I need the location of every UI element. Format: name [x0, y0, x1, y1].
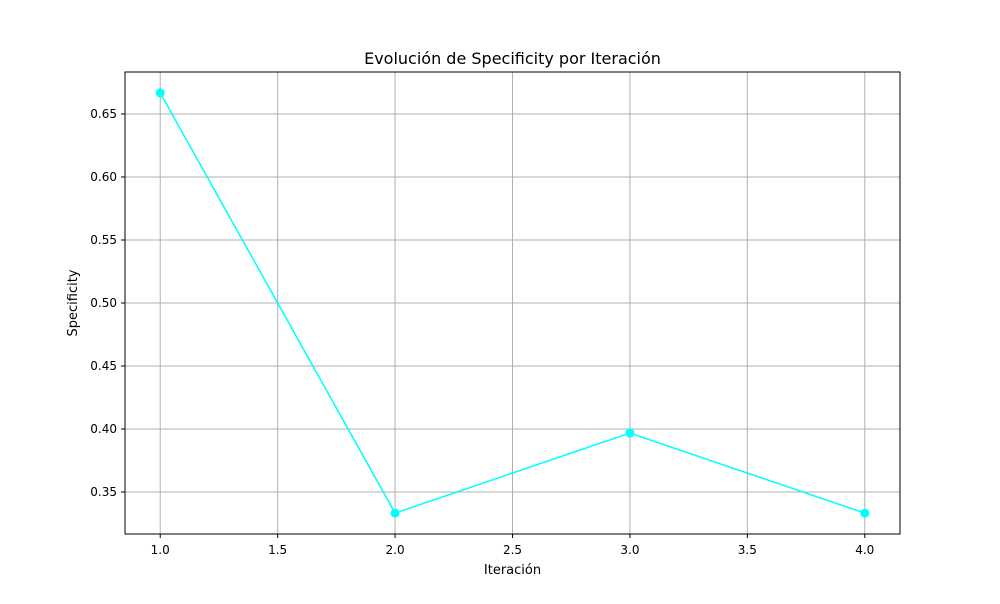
plot-area-frame	[124, 71, 901, 535]
data-point-marker	[390, 508, 400, 518]
series-line	[159, 92, 866, 514]
axis-ticks: 1.0 1.5 2.0 2.5 3.0 3.5 4.0 0.35 0.40 0.45 0.50 0.5…	[90, 107, 874, 557]
y-tick-label: 0.35	[90, 485, 117, 499]
series-layer	[155, 88, 870, 518]
data-point-marker	[625, 428, 635, 438]
x-tick-label: 1.0	[151, 543, 170, 557]
x-tick-label: 1.5	[268, 543, 287, 557]
x-tick-label: 3.0	[620, 543, 639, 557]
x-tick-label: 4.0	[855, 543, 874, 557]
y-tick-label: 0.60	[90, 170, 117, 184]
y-tick-label: 0.45	[90, 359, 117, 373]
chart-title: Evolución de Specificity por Iteración	[364, 49, 661, 68]
y-tick-label: 0.50	[90, 296, 117, 310]
x-axis-label: Iteración	[484, 563, 541, 578]
x-tick-label: 2.0	[386, 543, 405, 557]
y-axis-label: Specificity	[66, 269, 81, 336]
data-point-marker	[155, 88, 165, 98]
y-tick-label: 0.40	[90, 422, 117, 436]
x-tick-label: 2.5	[503, 543, 522, 557]
grid-lines	[125, 72, 900, 534]
x-tick-label: 3.5	[738, 543, 757, 557]
y-tick-label: 0.55	[90, 233, 117, 247]
data-point-marker	[860, 508, 870, 518]
y-tick-label: 0.65	[90, 107, 117, 121]
